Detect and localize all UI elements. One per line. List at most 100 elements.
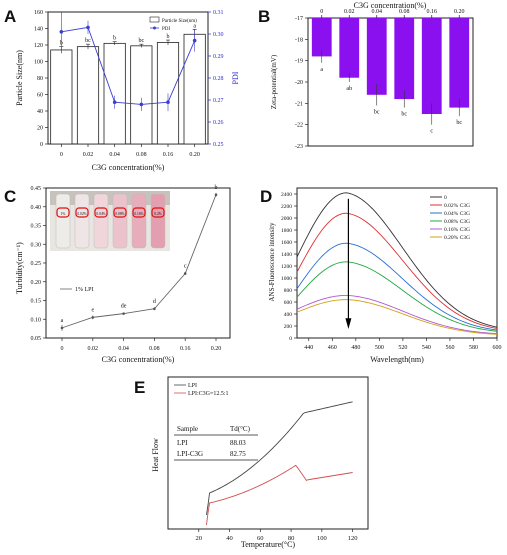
panel-letter-b: B bbox=[258, 7, 270, 26]
bar bbox=[50, 49, 73, 145]
bar bbox=[76, 46, 100, 145]
point-pdi bbox=[139, 102, 144, 107]
panel-letter-e: E bbox=[134, 378, 145, 397]
point bbox=[60, 326, 64, 330]
vial-label-ring bbox=[56, 207, 70, 218]
x-tick-label: 0.16 bbox=[180, 346, 191, 352]
data-label: bc bbox=[401, 112, 407, 118]
x-tick-label: 0.02 bbox=[344, 9, 355, 15]
panel-e: E 20 40 60 80 100 120 Temperature(°C) Heat Fl… bbox=[130, 365, 380, 550]
panel-letter-d: D bbox=[260, 187, 272, 206]
series-line-1 bbox=[296, 212, 498, 329]
y-tick-label: -17 bbox=[295, 16, 303, 22]
data-label: bc bbox=[456, 120, 462, 126]
y-tick-label: 0 bbox=[40, 142, 43, 148]
x-tick-label: 0.04 bbox=[118, 346, 129, 352]
legend-c: 1% LPI bbox=[60, 287, 94, 293]
bar bbox=[394, 18, 415, 100]
y-tick-label: 0.05 bbox=[31, 336, 42, 342]
x-tick-label: 80 bbox=[288, 535, 295, 542]
y-tick-label: 80 bbox=[37, 76, 43, 82]
x-tick-label: 500 bbox=[375, 345, 384, 351]
y-tick-label: 0.45 bbox=[31, 186, 42, 192]
x-tick-label: 0 bbox=[60, 152, 63, 158]
data-label: c bbox=[430, 129, 433, 135]
series-line-3 bbox=[296, 261, 498, 332]
bar bbox=[103, 42, 126, 145]
chart-b: B -23 -22 -21 -20 -19 -18 -17 a 0 ab 0.02 bc 0.04 bc 0… bbox=[258, 1, 474, 150]
y-tick-label: 0 bbox=[289, 336, 292, 342]
table-cell: 88.03 bbox=[230, 439, 246, 447]
legend-label-pdi: PDI bbox=[162, 27, 170, 32]
x-tick-label: 0.02 bbox=[83, 152, 94, 158]
x-tick-label: 0.08 bbox=[149, 346, 160, 352]
y-tick-label: 2000 bbox=[281, 216, 292, 222]
table-cell: LPI bbox=[177, 439, 188, 447]
y-tick-label: 400 bbox=[284, 312, 293, 318]
bar bbox=[311, 18, 332, 57]
vial-label: 0.2% bbox=[154, 212, 162, 216]
table-cell: LPI-C3G bbox=[177, 450, 203, 458]
annotation-arrowhead bbox=[345, 318, 352, 329]
y-tick-label: 1000 bbox=[281, 276, 292, 282]
y-tick-label: 60 bbox=[37, 93, 43, 99]
x-tick-label: 0.16 bbox=[427, 9, 438, 15]
x-tick-label: 0.20 bbox=[211, 346, 222, 352]
legend-e: LPI LPI:C3G=12.5:1 bbox=[174, 383, 229, 397]
panel-letter-c: C bbox=[4, 187, 16, 206]
y-tick-label: 0.10 bbox=[31, 317, 42, 323]
point bbox=[153, 307, 156, 311]
vial bbox=[55, 193, 71, 249]
x-tick-label: 460 bbox=[328, 345, 337, 351]
y2-tick-label: 0.26 bbox=[213, 120, 224, 126]
vial bbox=[74, 193, 90, 249]
x-axis-label-b: C3G concentration(%) bbox=[354, 1, 427, 10]
y-tick-label: 160 bbox=[34, 10, 43, 16]
chart-c: C 1% 0.02% 0.04% 0.08% 0.16% 0.2% 0.05 0.10 0.1… bbox=[4, 185, 231, 364]
y-tick-label: 120 bbox=[34, 43, 43, 49]
bar bbox=[339, 18, 360, 78]
y-tick-label: 1600 bbox=[281, 240, 292, 246]
y-tick-label: 0.25 bbox=[31, 261, 42, 267]
y-tick-label: 20 bbox=[37, 126, 43, 132]
vial bbox=[93, 193, 109, 249]
series-line-c bbox=[61, 194, 217, 329]
x-tick-label: 60 bbox=[257, 535, 264, 542]
data-label: bc bbox=[374, 109, 380, 115]
y-tick-label: -19 bbox=[295, 59, 303, 65]
y-tick-label: 40 bbox=[37, 109, 43, 115]
legend-label: 0.08% C3G bbox=[444, 219, 470, 225]
y-tick-label: -22 bbox=[295, 123, 303, 129]
y-tick-label: -23 bbox=[295, 144, 303, 150]
point-pdi bbox=[86, 25, 90, 30]
series-line-2 bbox=[296, 242, 498, 331]
bar bbox=[156, 42, 180, 145]
chart-d: D 0 200 400 600 800 1000 1200 1400 1600 1800 2000 2… bbox=[260, 187, 502, 364]
x-tick-label: 0 bbox=[320, 9, 323, 15]
series-line-5 bbox=[296, 299, 498, 335]
y-axis-label-d: ANS-Fluorescence intensity bbox=[268, 222, 276, 302]
x-tick-label: 0.20 bbox=[189, 152, 200, 158]
legend-marker-pdi bbox=[153, 26, 156, 30]
y-tick-label: -20 bbox=[295, 80, 303, 86]
data-label: b bbox=[167, 34, 170, 40]
bar bbox=[130, 45, 153, 145]
x-axis-label-c: C3G concentration(%) bbox=[102, 355, 175, 364]
legend-label-lpi-c3g: LPI:C3G=12.5:1 bbox=[188, 391, 229, 397]
legend-label: 0.04% C3G bbox=[444, 211, 470, 217]
x-axis-label-d: Wavelength(nm) bbox=[370, 355, 424, 364]
y-tick-label: 1400 bbox=[281, 252, 292, 258]
point-pdi bbox=[192, 38, 197, 43]
y2-tick-label: 0.30 bbox=[213, 32, 224, 38]
legend-a: Particle Size(nm) PDI bbox=[149, 16, 197, 32]
data-label: c bbox=[184, 264, 187, 270]
y2-tick-label: 0.31 bbox=[213, 10, 224, 16]
x-tick-label: 0.16 bbox=[163, 152, 174, 158]
vial-label: 0.16% bbox=[134, 212, 143, 216]
y-tick-label: 2400 bbox=[281, 192, 292, 198]
vial-label-ring bbox=[94, 207, 108, 218]
y2-tick-label: 0.28 bbox=[213, 76, 224, 82]
series-line-lpi bbox=[206, 401, 353, 516]
data-label: ab bbox=[346, 86, 352, 92]
vial-label: 1% bbox=[61, 212, 66, 216]
